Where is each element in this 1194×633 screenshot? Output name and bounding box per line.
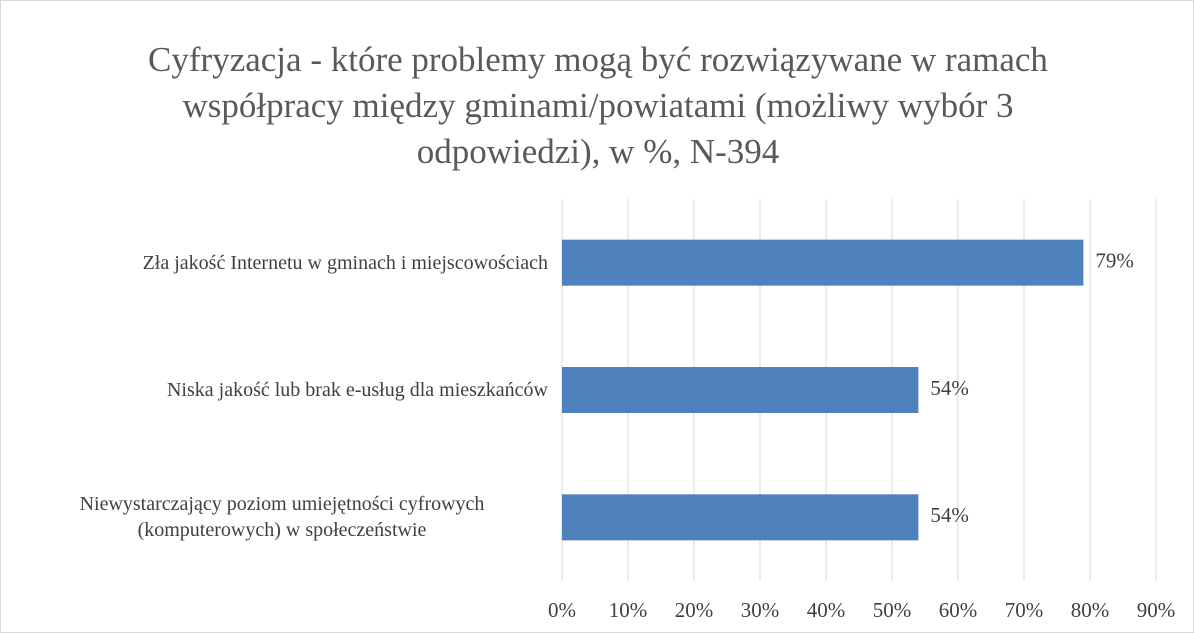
data-label: 79% xyxy=(1095,248,1134,272)
x-tick-label: 30% xyxy=(741,598,780,622)
x-tick-label: 80% xyxy=(1071,598,1110,622)
y-tick-label-box: Niska jakość lub brak e-usług dla mieszk… xyxy=(16,350,548,430)
x-tick-label: 0% xyxy=(548,598,576,622)
bar xyxy=(562,239,1084,286)
data-label: 54% xyxy=(930,503,969,527)
x-tick-label: 70% xyxy=(1005,598,1044,622)
chart-title: Cyfryzacja - które problemy mogą być roz… xyxy=(148,40,1048,171)
y-tick-label: Niewystarczający poziom umiejętności cyf… xyxy=(79,493,485,542)
y-tick-label: Niska jakość lub brak e-usług dla mieszk… xyxy=(166,379,548,401)
x-tick-label: 20% xyxy=(675,598,714,622)
bar xyxy=(562,367,919,413)
data-label: 54% xyxy=(930,376,969,400)
x-tick-label: 10% xyxy=(609,598,648,622)
x-tick-label: 50% xyxy=(873,598,912,622)
x-tick-label: 90% xyxy=(1137,598,1176,622)
x-tick-label: 40% xyxy=(807,598,846,622)
y-tick-label-box: Zła jakość Internetu w gminach i miejsco… xyxy=(16,223,548,303)
y-tick-label: Zła jakość Internetu w gminach i miejsco… xyxy=(142,251,548,274)
x-tick-label: 60% xyxy=(939,598,978,622)
bar xyxy=(562,494,919,541)
y-tick-label-box: Niewystarczający poziom umiejętności cyf… xyxy=(16,477,548,557)
